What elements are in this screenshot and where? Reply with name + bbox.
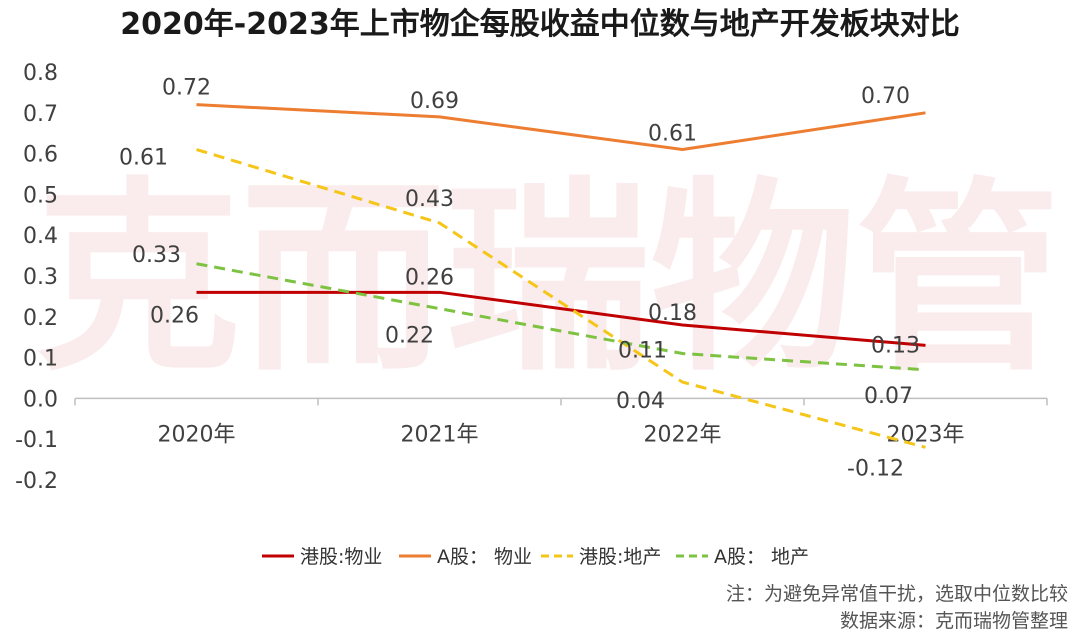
data-label: 0.04 xyxy=(616,389,665,414)
legend-label: 港股:地产 xyxy=(579,546,661,568)
data-label: 0.22 xyxy=(385,324,434,349)
series-line-3 xyxy=(196,262,926,372)
x-tick-label: 2020年 xyxy=(158,422,236,447)
data-label: 0.07 xyxy=(864,384,913,409)
x-tick-label: 2022年 xyxy=(644,422,722,447)
footnote: 注：为避免异常值干扰，选取中位数比较 xyxy=(726,583,1068,605)
data-labels: 0.26 0.26 0.18 0.13 0.72 0.69 0.61 0.70 0.61 0.43… xyxy=(119,76,920,482)
data-label: 0.72 xyxy=(162,76,211,101)
x-axis: 2020年 2021年 2022年 2023年 xyxy=(74,397,1048,447)
y-tick-label: 0.2 xyxy=(23,306,58,331)
y-tick-label: 0.8 xyxy=(23,61,58,86)
data-source: 数据来源：克而瑞物管整理 xyxy=(840,610,1068,632)
series-layer xyxy=(196,103,926,449)
y-tick-label: 0.0 xyxy=(23,387,58,412)
y-tick-label: 0.5 xyxy=(23,183,58,208)
data-label: 0.26 xyxy=(405,265,454,290)
legend-label: 港股:物业 xyxy=(300,546,382,568)
y-tick-label: -0.1 xyxy=(15,428,58,453)
data-label: 0.61 xyxy=(119,146,168,171)
data-label: 0.70 xyxy=(861,84,910,109)
y-tick-label: 0.3 xyxy=(23,265,58,290)
y-tick-label: -0.2 xyxy=(15,469,58,494)
data-label: 0.43 xyxy=(405,187,454,212)
data-label: 0.13 xyxy=(871,333,920,358)
y-tick-label: 0.4 xyxy=(23,224,58,249)
series-line-0 xyxy=(196,290,926,347)
data-label: 0.69 xyxy=(410,89,459,114)
data-label: 0.18 xyxy=(648,301,697,326)
legend-label: A股： 地产 xyxy=(714,546,809,568)
x-tick-label: 2021年 xyxy=(401,422,479,447)
data-label: -0.12 xyxy=(847,456,904,481)
series-line-1 xyxy=(196,103,926,152)
y-tick-label: 0.1 xyxy=(23,347,58,372)
data-label: 0.61 xyxy=(648,122,697,147)
x-tick-label: 2023年 xyxy=(887,422,965,447)
y-tick-label: 0.6 xyxy=(23,143,58,168)
y-tick-label: 0.7 xyxy=(23,102,58,127)
data-label: 0.11 xyxy=(618,339,667,364)
chart-title: 2020年-2023年上市物企每股收益中位数与地产开发板块对比 xyxy=(120,7,959,42)
watermark: 克而瑞物管 xyxy=(36,161,1061,399)
legend-label: A股： 物业 xyxy=(437,546,532,568)
series-line-2 xyxy=(196,148,926,449)
y-axis: 0.8 0.7 0.6 0.5 0.4 0.3 0.2 0.1 0.0 -0.1 -0.2 xyxy=(15,61,58,494)
data-label: 0.26 xyxy=(150,303,199,328)
legend: 港股:物业 A股： 物业 港股:地产 A股： 地产 xyxy=(262,546,809,568)
data-label: 0.33 xyxy=(132,243,181,268)
